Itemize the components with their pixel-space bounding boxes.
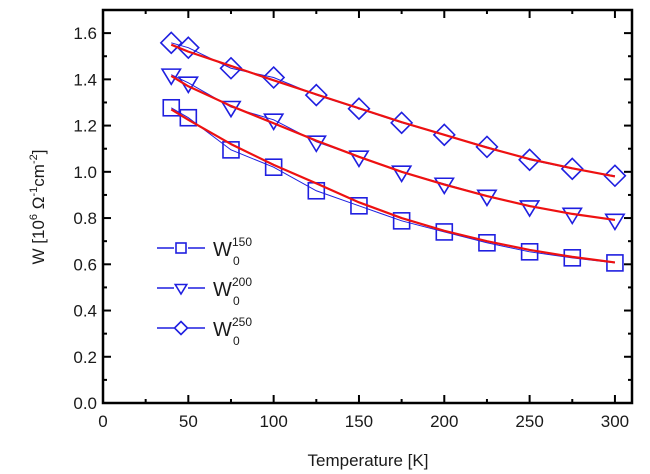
data-point bbox=[561, 207, 583, 226]
fit-curve-200 bbox=[170, 74, 616, 221]
y-tick-label: 1.4 bbox=[73, 70, 97, 89]
legend-label: W bbox=[213, 279, 232, 301]
legend-marker-diamond bbox=[173, 320, 189, 336]
legend-label-base: W bbox=[213, 319, 232, 341]
plot-frame bbox=[101, 8, 634, 405]
fit-curve-250 bbox=[170, 43, 616, 178]
ticks bbox=[103, 9, 632, 403]
data-point bbox=[159, 31, 183, 55]
svg-text:W [106 Ω-1cm-2]: W [106 Ω-1cm-2] bbox=[28, 150, 48, 265]
y-tick-label: 1.6 bbox=[73, 24, 97, 43]
legend-label-base: W bbox=[213, 279, 232, 301]
legend-label-sup: 200 bbox=[232, 275, 252, 289]
data-point bbox=[518, 200, 541, 218]
axes bbox=[101, 8, 634, 405]
data-point bbox=[222, 141, 240, 159]
y-axis-title-mid: Ω bbox=[29, 197, 48, 214]
legend-label-sub: 0 bbox=[233, 294, 240, 308]
legend-label: W bbox=[213, 239, 232, 261]
y-tick-label: 1.0 bbox=[73, 163, 97, 182]
y-tick-label: 0.2 bbox=[73, 348, 97, 367]
x-axis-title: Temperature [K] bbox=[308, 451, 429, 470]
data-point bbox=[162, 98, 181, 117]
fit-curve-150 bbox=[170, 108, 616, 264]
legend-marker-bg bbox=[174, 240, 188, 256]
data-point bbox=[219, 56, 243, 80]
data-point bbox=[560, 157, 584, 181]
x-tick-label: 150 bbox=[345, 412, 373, 431]
y-axis-title-exp1: 6 bbox=[28, 214, 40, 220]
y-tick-label: 0.6 bbox=[73, 255, 97, 274]
legend-label-sup: 250 bbox=[232, 315, 252, 329]
data-point bbox=[177, 76, 199, 94]
series-line-150 bbox=[171, 107, 615, 264]
x-tick-label: 300 bbox=[601, 412, 629, 431]
y-axis-title-base: W [10 bbox=[29, 220, 48, 264]
x-tick-label: 250 bbox=[515, 412, 543, 431]
fit-curves-overlay bbox=[170, 43, 616, 264]
y-tick-labels: 0.0 0.2 0.4 0.6 0.8 1.0 1.2 1.4 1.6 bbox=[73, 24, 97, 413]
legend-label-sub: 0 bbox=[233, 334, 240, 348]
series-250 bbox=[159, 31, 627, 188]
data-point bbox=[603, 164, 627, 188]
x-tick-labels: 0 50 100 150 200 250 300 bbox=[98, 412, 629, 431]
data-point bbox=[305, 135, 327, 153]
legend-marker-triangle-down bbox=[173, 283, 189, 296]
y-tick-label: 1.2 bbox=[73, 117, 97, 136]
data-point bbox=[262, 65, 286, 90]
y-axis-title-exp3: -2 bbox=[28, 154, 40, 164]
data-point bbox=[432, 123, 456, 147]
x-tick-label: 100 bbox=[259, 412, 287, 431]
data-point bbox=[606, 254, 624, 272]
y-axis-title: W [106 Ω-1cm-2] bbox=[28, 150, 48, 265]
data-series bbox=[159, 31, 627, 272]
legend-item-200: W 200 0 bbox=[157, 275, 252, 308]
series-200 bbox=[160, 68, 626, 232]
legend-label-sub: 0 bbox=[233, 254, 240, 268]
legend-marker-square bbox=[175, 242, 187, 254]
data-point bbox=[179, 108, 198, 127]
data-point bbox=[160, 68, 182, 86]
x-tick-label: 200 bbox=[430, 412, 458, 431]
y-axis-title-end: ] bbox=[29, 150, 48, 155]
data-point bbox=[220, 100, 242, 119]
data-point bbox=[176, 36, 200, 60]
x-tick-label: 50 bbox=[179, 412, 198, 431]
y-tick-label: 0.0 bbox=[73, 394, 97, 413]
data-point bbox=[604, 213, 626, 232]
data-point bbox=[475, 135, 499, 159]
x-tick-label: 0 bbox=[98, 412, 107, 431]
y-tick-label: 0.4 bbox=[73, 302, 97, 321]
y-tick-label: 0.8 bbox=[73, 209, 97, 228]
legend-label-base: W bbox=[213, 239, 232, 261]
legend-label: W bbox=[213, 319, 232, 341]
y-axis-title-mid2: cm bbox=[29, 164, 48, 187]
legend-item-250: W 250 0 bbox=[157, 315, 252, 348]
legend-label-sup: 150 bbox=[232, 235, 252, 249]
y-axis-title-exp2: -1 bbox=[28, 187, 40, 197]
legend-item-150: W 150 0 bbox=[157, 235, 252, 268]
